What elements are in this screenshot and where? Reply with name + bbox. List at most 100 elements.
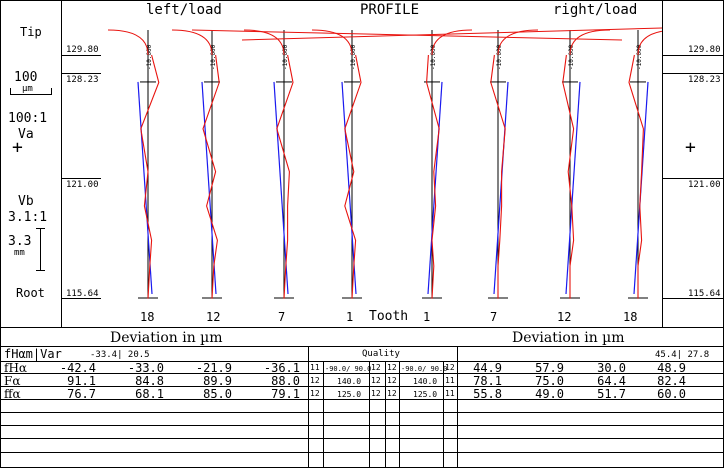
- fa-quality-left: 12: [310, 376, 320, 385]
- table-row-line-1: [0, 361, 724, 362]
- table-right-title: Deviation in µm: [512, 330, 625, 346]
- tolerance-label-left-tooth-1: -10.000: [350, 44, 357, 70]
- va-label: Va: [18, 127, 34, 142]
- fha-quality-left: 11: [310, 363, 320, 372]
- table-row-line-5: [0, 412, 724, 413]
- nominal-line-left-tooth-12: [201, 81, 217, 295]
- var-left-values: -33.4| 20.5: [90, 350, 150, 360]
- y-label-121-00-right: 121.00: [688, 180, 721, 190]
- y-label-128-23-left: 128.23: [66, 75, 99, 85]
- tip-flare-left-tooth-12: [171, 29, 213, 56]
- fha-left-1: -42.4: [59, 361, 96, 375]
- fa-limit-right: 140.0: [413, 377, 438, 386]
- fha-quality-a: 12: [371, 363, 381, 372]
- crosshair-right-icon: +: [685, 137, 696, 158]
- table-left-title: Deviation in µm: [110, 330, 223, 346]
- fa-quality-a: 12: [371, 376, 381, 385]
- tip-cross-2: [241, 27, 662, 41]
- y-tick-129-80-left: [61, 55, 101, 56]
- nominal-line-left-tooth-18: [137, 81, 153, 295]
- scale-x-unit: µm: [22, 84, 33, 94]
- tooth-axis-label: Tooth: [369, 309, 409, 324]
- frame-left: [0, 0, 1, 467]
- quality-label: Quality: [362, 349, 400, 359]
- nominal-line-left-tooth-7: [273, 81, 289, 295]
- fa-right-2: 75.0: [535, 374, 564, 388]
- table-row-line-4: [0, 399, 724, 400]
- table-col-line-b: [323, 361, 324, 467]
- measured-curve-right-tooth-7: [490, 54, 506, 299]
- measured-curve-right-tooth-18: [628, 54, 644, 299]
- fa-left-2: 84.8: [135, 374, 164, 388]
- fha-right-4: 48.9: [657, 361, 686, 375]
- y-tick-115-64-left: [61, 298, 101, 299]
- tolerance-label-right-tooth-18: -10.000: [636, 44, 643, 70]
- va-ratio: 100:1: [8, 111, 48, 126]
- y-label-115-64-right: 115.64: [688, 289, 721, 299]
- ffa-right-1: 55.8: [473, 387, 502, 401]
- y-tick-121-00-right: [662, 178, 724, 179]
- root-label: Root: [16, 286, 45, 300]
- ffa-quality-b: 12: [387, 389, 397, 398]
- table-col-line-f: [443, 361, 444, 467]
- y-tick-129-80-right: [662, 55, 724, 56]
- tooth-label-1-left: 1: [346, 310, 354, 324]
- tolerance-label-left-tooth-7: -10.000: [282, 44, 289, 70]
- left-load-title: left/load: [146, 2, 222, 18]
- tolerance-label-right-tooth-12: -10.000: [568, 44, 575, 70]
- measured-curve-left-tooth-1: [344, 54, 362, 299]
- tooth-label-12-left: 12: [206, 310, 221, 324]
- profile-chart: -10.000 -10.000 -10.000 -10.000 -10.000 -10.0…: [107, 27, 662, 299]
- tip-flare-left-tooth-18: [107, 29, 149, 56]
- y-label-121-00-left: 121.00: [66, 180, 99, 190]
- measured-curve-right-tooth-12: [562, 54, 575, 299]
- ffa-limit-left: 125.0: [337, 390, 362, 399]
- y-label-128-23-right: 128.23: [688, 75, 721, 85]
- fa-left-3: 89.9: [203, 374, 232, 388]
- fa-limit-left: 140.0: [337, 377, 362, 386]
- tip-flare-left-tooth-7: [243, 29, 285, 56]
- mm-value: 3.3: [8, 234, 32, 249]
- fha-limit-right: -90.0/ 90.0: [401, 365, 448, 373]
- right-load-title: right/load: [553, 2, 638, 18]
- row-label-ffa: ffα: [4, 387, 21, 401]
- tip-flare-right-tooth-7: [497, 29, 539, 56]
- y-tick-128-23-right: [662, 73, 724, 74]
- ffa-quality-left: 12: [310, 389, 320, 398]
- row-label-fa: Fα: [4, 374, 21, 388]
- table-col-line-a: [308, 346, 309, 467]
- fa-right-3: 64.4: [597, 374, 626, 388]
- table-row-line-7: [0, 438, 724, 439]
- ffa-right-2: 49.0: [535, 387, 564, 401]
- frame-top: [0, 0, 723, 1]
- crosshair-icon: +: [12, 137, 23, 158]
- table-row-line-3: [0, 386, 724, 387]
- fha-left-4: -36.1: [263, 361, 300, 375]
- vb-scale-cap-bottom: [36, 270, 45, 271]
- y-label-115-64-left: 115.64: [66, 289, 99, 299]
- mm-unit: mm: [14, 248, 25, 258]
- var-label: fHαm|Var: [4, 347, 62, 361]
- tooth-label-18-left: 18: [140, 310, 155, 324]
- scale-x-bar: [10, 88, 52, 95]
- tooth-label-18-right: 18: [623, 310, 638, 324]
- var-right-values: 45.4| 27.8: [655, 350, 710, 360]
- y-tick-115-64-right: [662, 298, 724, 299]
- tooth-label-1-right: 1: [423, 310, 431, 324]
- fa-quality-right: 11: [445, 376, 455, 385]
- table-col-line-d: [385, 361, 386, 467]
- fha-quality-right: 12: [445, 363, 455, 372]
- y-tick-121-00-left: [61, 178, 101, 179]
- row-label-fha: fHα: [4, 361, 28, 375]
- table-title-sep: [0, 346, 724, 347]
- y-label-129-80-left: 129.80: [66, 45, 99, 55]
- plot-bottom-border: [0, 327, 724, 328]
- y-tick-128-23-left: [61, 73, 101, 74]
- tooth-label-7-left: 7: [278, 310, 286, 324]
- tolerance-label-right-tooth-7: -10.000: [496, 44, 503, 70]
- ffa-right-4: 60.0: [657, 387, 686, 401]
- plot-right-border: [662, 0, 663, 327]
- table-col-line-g: [457, 346, 458, 467]
- fha-right-1: 44.9: [473, 361, 502, 375]
- tolerance-label-left-tooth-18: -10.000: [146, 44, 153, 70]
